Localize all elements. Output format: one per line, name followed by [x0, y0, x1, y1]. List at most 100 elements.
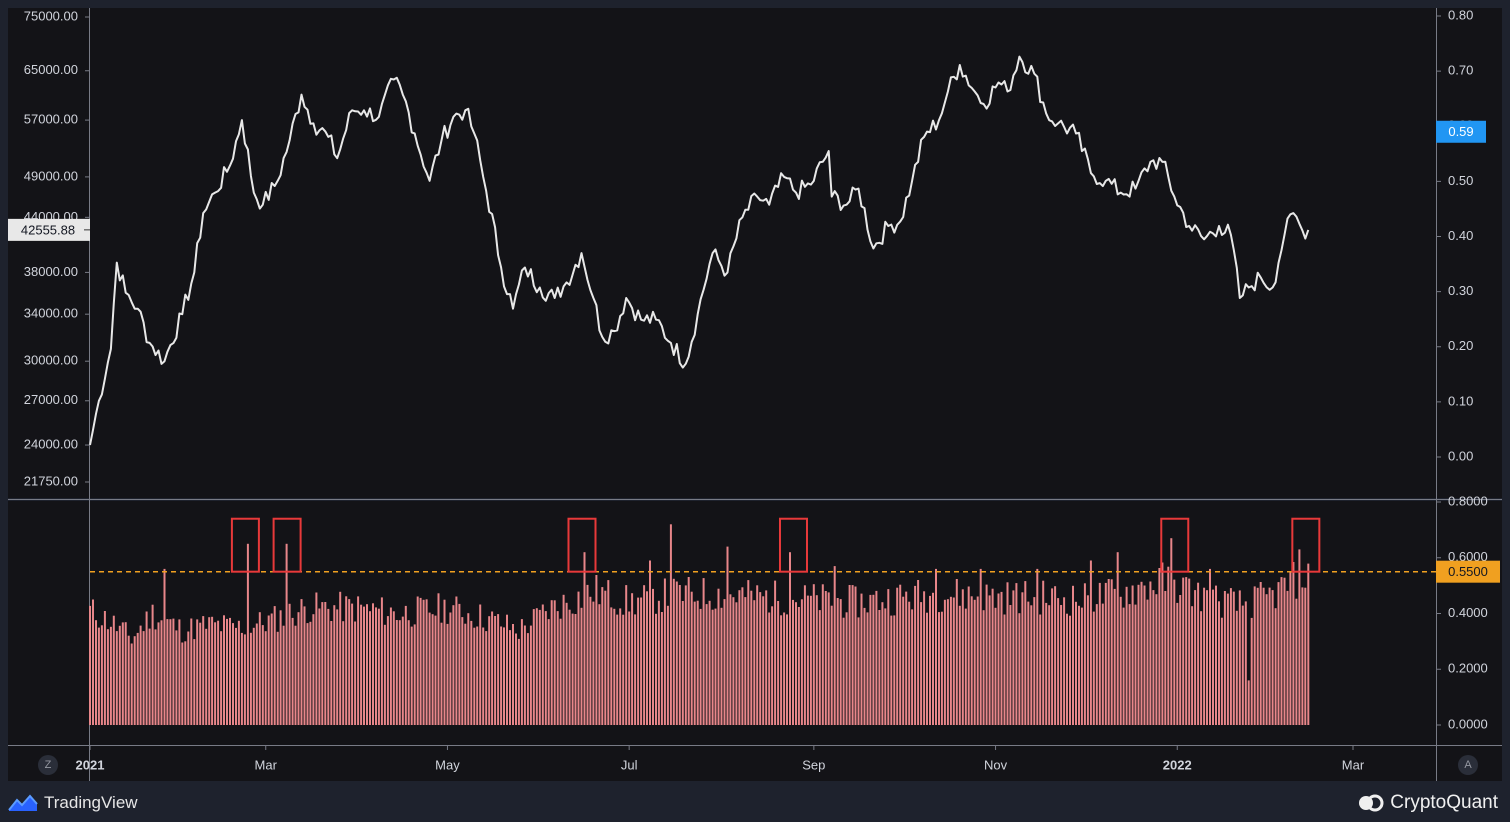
- indicator-bar: [699, 608, 702, 725]
- indicator-bar: [95, 620, 97, 725]
- indicator-bar: [1018, 613, 1021, 725]
- indicator-bar: [160, 620, 163, 725]
- indicator-bar: [1045, 602, 1048, 725]
- indicator-bar: [964, 608, 967, 725]
- indicator-bar: [509, 630, 511, 725]
- indicator-bar: [89, 605, 91, 725]
- indicator-bar: [136, 632, 139, 725]
- indicator-bar: [1122, 607, 1125, 725]
- indicator-bar: [932, 592, 934, 725]
- indicator-bar: [235, 627, 237, 725]
- cryptoquant-logo[interactable]: CryptoQuant: [1358, 791, 1498, 815]
- left-tick-label: 30000.00: [24, 353, 78, 368]
- left-tick-label: 27000.00: [24, 392, 78, 407]
- indicator-bar: [211, 616, 214, 725]
- indicator-bar: [348, 599, 351, 725]
- indicator-bar: [512, 624, 514, 725]
- indicator-bar: [395, 620, 398, 725]
- x-tick-label: 2022: [1163, 757, 1192, 772]
- indicator-bar: [196, 619, 199, 725]
- indicator-bar: [1092, 611, 1095, 725]
- indicator-bar: [991, 588, 994, 725]
- indicator-bar: [109, 626, 112, 725]
- indicator-bar: [717, 588, 720, 725]
- indicator-bar: [1078, 605, 1080, 725]
- indicator-bar: [1307, 563, 1310, 725]
- right-tick-label: 0.10: [1448, 393, 1473, 408]
- indicator-bar: [1036, 568, 1039, 725]
- indicator-bar: [562, 594, 565, 725]
- indicator-bar: [994, 607, 997, 725]
- indicator-bar: [857, 617, 860, 725]
- indicator-bar: [413, 624, 416, 725]
- indicator-bar: [720, 607, 723, 725]
- indicator-bar: [455, 596, 458, 725]
- indicator-bar: [917, 580, 920, 725]
- indicator-bar: [613, 608, 616, 725]
- indicator-bar: [550, 600, 553, 725]
- indicator-bar: [1110, 579, 1113, 725]
- indicator-bar: [1012, 590, 1015, 725]
- indicator-bar: [404, 605, 407, 725]
- indicator-bar: [1268, 587, 1271, 725]
- indicator-bar: [547, 619, 550, 725]
- indicator-bar: [312, 614, 315, 725]
- indicator-bar: [905, 591, 908, 725]
- indicator-bar: [929, 595, 931, 725]
- indicator-bar: [431, 614, 434, 725]
- indicator-bar: [309, 621, 312, 725]
- indicator-tick-label: 0.0000: [1448, 716, 1488, 731]
- indicator-bar: [357, 596, 360, 725]
- indicator-bar: [797, 607, 800, 725]
- indicator-bar: [506, 614, 508, 725]
- indicator-tick-label: 0.6000: [1448, 549, 1488, 564]
- indicator-bar: [377, 608, 380, 725]
- indicator-bar: [1149, 581, 1152, 725]
- indicator-bar: [187, 631, 190, 725]
- indicator-bar: [217, 620, 220, 725]
- indicator-bar: [741, 587, 744, 725]
- indicator-bar: [1164, 591, 1167, 725]
- indicator-bar: [1209, 568, 1211, 725]
- indicator-bar: [467, 613, 470, 725]
- indicator-bar: [1143, 585, 1146, 725]
- indicator-bar: [1051, 588, 1054, 725]
- indicator-bar: [321, 602, 324, 725]
- log-scale-label: Z: [44, 759, 52, 771]
- indicator-bar: [208, 617, 211, 725]
- indicator-bar: [690, 591, 693, 725]
- indicator-bar: [812, 584, 815, 725]
- indicator-bar: [133, 636, 136, 725]
- indicator-bar: [1250, 617, 1253, 725]
- indicator-bar: [315, 592, 318, 725]
- indicator-bar: [1006, 582, 1009, 725]
- indicator-bar: [124, 622, 127, 725]
- indicator-bar: [103, 611, 106, 725]
- tradingview-logo[interactable]: TradingView: [8, 792, 138, 814]
- indicator-bar: [818, 610, 821, 725]
- indicator-bar: [765, 590, 768, 725]
- indicator-bar: [1063, 597, 1066, 725]
- indicator-bar: [1048, 605, 1051, 725]
- log-scale-button[interactable]: Z: [38, 755, 58, 775]
- indicator-bar: [1057, 598, 1060, 725]
- indicator-bar: [1220, 617, 1223, 725]
- indicator-bar: [538, 609, 541, 725]
- indicator-bar: [1152, 590, 1155, 725]
- indicator-bar: [288, 603, 291, 725]
- indicator-bar: [529, 625, 532, 725]
- indicator-bar: [711, 609, 714, 725]
- highlight-box: [1291, 517, 1321, 573]
- indicator-bar: [1116, 552, 1119, 725]
- indicator-bar: [142, 631, 145, 725]
- indicator-bar: [762, 596, 765, 725]
- indicator-bar: [684, 585, 687, 725]
- indicator-bar: [1095, 604, 1098, 725]
- indicator-bar: [148, 628, 151, 725]
- auto-scale-button[interactable]: A: [1458, 755, 1478, 775]
- indicator-bar: [1229, 588, 1232, 725]
- left-tick-label: 65000.00: [24, 62, 78, 77]
- time-axis-pane: [8, 745, 1502, 781]
- indicator-tick-label: 0.8000: [1448, 493, 1488, 508]
- chart-svg[interactable]: 75000.0065000.0057000.0049000.0044000.00…: [0, 0, 1510, 784]
